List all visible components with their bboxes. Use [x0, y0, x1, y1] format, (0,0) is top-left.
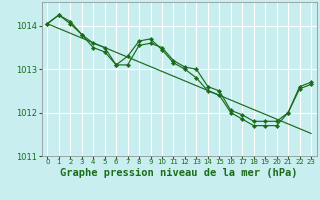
X-axis label: Graphe pression niveau de la mer (hPa): Graphe pression niveau de la mer (hPa): [60, 168, 298, 178]
